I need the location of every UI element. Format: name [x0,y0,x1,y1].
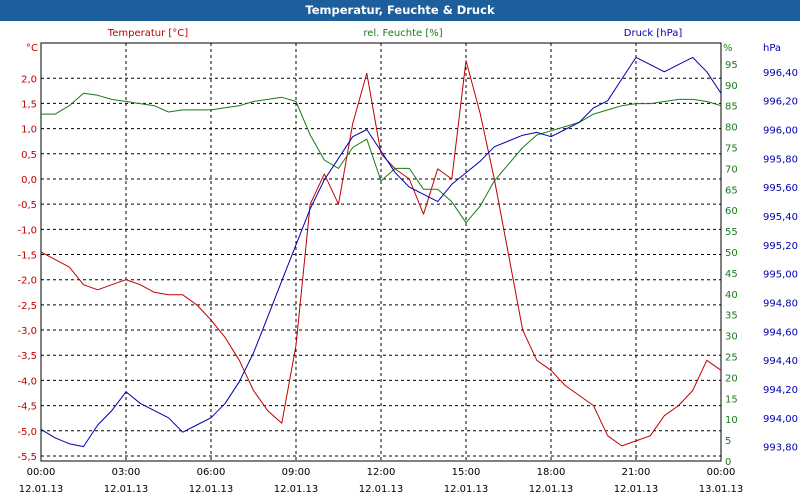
humidity-tick-label: 30 [725,332,738,343]
temperature-tick-label: -4,5 [17,402,37,413]
x-tick-time: 09:00 [282,467,311,478]
humidity-tick-label: 15 [725,394,738,405]
humidity-tick-label: 95 [725,60,738,71]
pressure-tick-label: 995,20 [763,241,798,252]
humidity-axis-label: rel. Feuchte [%] [363,28,442,39]
grid [41,43,721,461]
humidity-tick-label: 0 [725,457,731,468]
humidity-series-line [41,92,722,224]
chart-area: °C Temperatur [°C] rel. Feuchte [%] % Dr… [17,28,798,495]
temperature-tick-label: 2,0 [21,74,37,85]
pressure-tick-label: 995,80 [763,154,798,165]
temperature-tick-label: -2,5 [17,301,37,312]
x-tick-date: 12.01.13 [189,484,234,495]
pressure-tick-label: 994,20 [763,385,798,396]
humidity-tick-label: 70 [725,164,738,175]
humidity-tick-label: 5 [725,436,731,447]
humidity-tick-label: 65 [725,185,738,196]
series [40,56,722,448]
humidity-tick-label: 90 [725,81,738,92]
pressure-tick-label: 994,40 [763,356,798,367]
temperature-tick-label: -1,5 [17,251,37,262]
axis-labels: °C Temperatur [°C] rel. Feuchte [%] % Dr… [26,28,781,54]
pressure-tick-label: 994,00 [763,414,798,425]
chart-title: Temperatur, Feuchte & Druck [0,0,800,21]
pressure-tick-label: 996,40 [763,68,798,79]
x-tick-time: 12:00 [367,467,396,478]
x-tick-time: 21:00 [622,467,651,478]
pressure-tick-label: 994,60 [763,327,798,338]
temperature-tick-label: -2,0 [17,276,37,287]
x-tick-time: 15:00 [452,467,481,478]
x-tick-date: 12.01.13 [104,484,149,495]
humidity-tick-label: 85 [725,102,738,113]
temperature-tick-label: -5,5 [17,452,37,463]
x-tick-time: 03:00 [112,467,141,478]
temperature-tick-label: -0,5 [17,200,37,211]
x-tick-date: 12.01.13 [529,484,574,495]
x-tick-time: 06:00 [197,467,226,478]
humidity-tick-label: 75 [725,144,738,155]
x-tick-time: 18:00 [537,467,566,478]
x-tick-date: 13.01.13 [699,484,744,495]
humidity-tick-label: 50 [725,248,738,259]
temperature-tick-label: -3,0 [17,326,37,337]
humidity-tick-label: 35 [725,311,738,322]
humidity-tick-label: 25 [725,353,738,364]
humidity-axis-unit: % [723,43,733,54]
x-tick-date: 12.01.13 [444,484,489,495]
pressure-series-line [40,56,722,448]
temperature-tick-label: -3,5 [17,351,37,362]
pressure-tick-label: 996,20 [763,97,798,108]
humidity-tick-label: 80 [725,123,738,134]
temperature-series-line [40,60,722,447]
humidity-tick-label: 40 [725,290,738,301]
tick-labels: 2,0 1,5 1,0 0,5 0,0 -0,5 -1,0 -1,5 -2,0 -2,5 -3,0 -… [17,60,798,495]
humidity-tick-label: 45 [725,269,738,280]
x-tick-date: 12.01.13 [359,484,404,495]
temperature-tick-label: 1,0 [21,125,37,136]
x-tick-date: 12.01.13 [19,484,64,495]
temperature-axis-unit: °C [26,43,38,54]
pressure-tick-label: 993,80 [763,443,798,454]
temperature-axis-label: Temperatur [°C] [107,28,188,39]
pressure-tick-label: 996,00 [763,125,798,136]
temperature-tick-label: -1,0 [17,225,37,236]
humidity-tick-label: 55 [725,227,738,238]
pressure-axis-unit: hPa [763,43,781,54]
pressure-tick-label: 995,00 [763,270,798,281]
humidity-tick-label: 20 [725,373,738,384]
temperature-tick-label: 0,0 [21,175,37,186]
x-tick-time: 00:00 [707,467,736,478]
pressure-tick-label: 995,60 [763,183,798,194]
x-tick-date: 12.01.13 [614,484,659,495]
temperature-tick-label: 1,5 [21,99,37,110]
pressure-tick-label: 994,80 [763,298,798,309]
temperature-tick-label: -5,0 [17,427,37,438]
x-tick-time: 00:00 [27,467,56,478]
humidity-tick-label: 60 [725,206,738,217]
x-tick-date: 12.01.13 [274,484,319,495]
temperature-tick-label: 0,5 [21,150,37,161]
pressure-axis-label: Druck [hPa] [624,28,683,39]
pressure-tick-label: 995,40 [763,212,798,223]
humidity-tick-label: 10 [725,415,738,426]
temperature-tick-label: -4,0 [17,376,37,387]
